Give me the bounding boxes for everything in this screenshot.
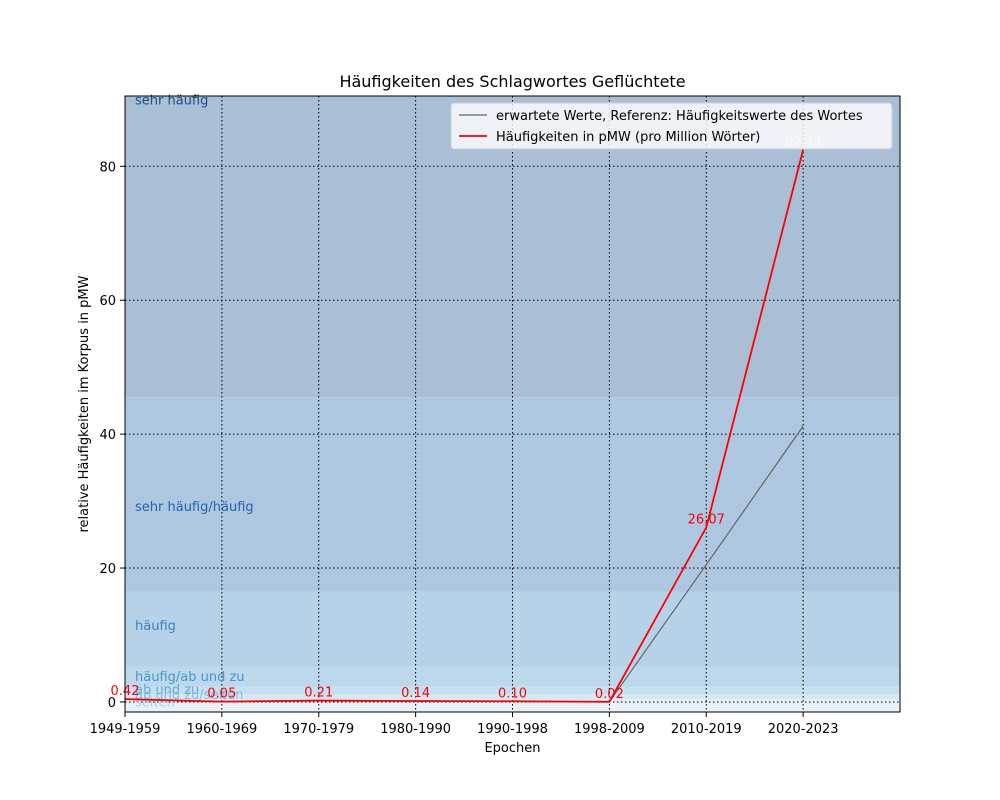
x-tick-label-6: 2010-2019 bbox=[671, 722, 742, 737]
data-label-2: 0.21 bbox=[304, 686, 333, 701]
x-tick-label-7: 2020-2023 bbox=[768, 722, 839, 737]
band-label-5: ab und zu/selten bbox=[135, 688, 243, 703]
band-label-1: sehr häufig/häufig bbox=[135, 500, 254, 515]
y-axis-label: relative Häufigkeiten im Korpus in pMW bbox=[77, 275, 92, 532]
series-line-1 bbox=[124, 149, 804, 703]
y-tick-label-1: 20 bbox=[99, 562, 116, 577]
band-label-6: selten bbox=[135, 695, 175, 710]
legend-box bbox=[450, 102, 893, 150]
data-label-4: 0.10 bbox=[498, 686, 527, 701]
x-tick-label-3: 1980-1990 bbox=[380, 722, 451, 737]
band-4 bbox=[125, 686, 900, 695]
data-label-1: 0.05 bbox=[207, 687, 236, 702]
y-tick-label-4: 80 bbox=[99, 160, 116, 175]
y-tick-label-3: 60 bbox=[99, 294, 116, 309]
chart-title: Häufigkeiten des Schlagwortes Geflüchtet… bbox=[339, 72, 685, 91]
band-1 bbox=[125, 397, 900, 592]
legend-label-1: Häufigkeiten in pMW (pro Million Wörter) bbox=[496, 130, 760, 145]
band-label-3: häufig/ab und zu bbox=[135, 670, 245, 685]
x-tick-label-5: 1998-2009 bbox=[574, 722, 645, 737]
x-tick-label-0: 1949-1959 bbox=[90, 722, 161, 737]
y-tick-label-2: 40 bbox=[99, 428, 116, 443]
x-tick-label-1: 1960-1969 bbox=[186, 722, 257, 737]
y-tick-label-0: 0 bbox=[108, 696, 116, 711]
x-tick-label-2: 1970-1979 bbox=[283, 722, 354, 737]
band-label-2: häufig bbox=[135, 619, 176, 634]
x-axis-label: Epochen bbox=[484, 741, 540, 756]
x-tick-label-4: 1990-1998 bbox=[477, 722, 548, 737]
data-label-3: 0.14 bbox=[401, 686, 430, 701]
data-label-6: 26.07 bbox=[688, 512, 725, 527]
data-label-5: 0.02 bbox=[595, 687, 624, 702]
legend-label-0: erwartete Werte, Referenz: Häufigkeitswe… bbox=[496, 109, 863, 124]
band-label-4: ab und zu bbox=[135, 683, 199, 698]
band-label-0: sehr häufig bbox=[135, 93, 208, 108]
